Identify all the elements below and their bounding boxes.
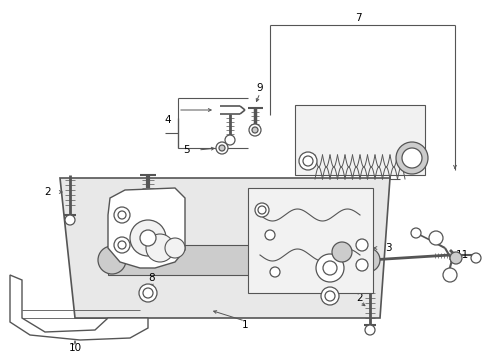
Circle shape (130, 220, 165, 256)
Circle shape (395, 142, 427, 174)
Circle shape (442, 268, 456, 282)
Circle shape (118, 241, 126, 249)
Polygon shape (108, 245, 369, 275)
Bar (247, 188, 372, 293)
Text: 1: 1 (241, 320, 248, 330)
Text: 6: 6 (326, 107, 333, 117)
Text: 2: 2 (44, 187, 51, 197)
Circle shape (355, 239, 367, 251)
Circle shape (146, 234, 174, 262)
Text: 2: 2 (356, 293, 363, 303)
Circle shape (224, 135, 235, 145)
Circle shape (219, 145, 224, 151)
Text: 11: 11 (454, 250, 468, 260)
Circle shape (325, 291, 334, 301)
Circle shape (114, 207, 130, 223)
Circle shape (364, 325, 374, 335)
Circle shape (315, 254, 343, 282)
Circle shape (114, 237, 130, 253)
Circle shape (320, 287, 338, 305)
Circle shape (323, 261, 336, 275)
Circle shape (216, 142, 227, 154)
Circle shape (254, 203, 268, 217)
Circle shape (140, 230, 156, 246)
Text: 9: 9 (256, 83, 263, 93)
Text: 8: 8 (326, 275, 333, 285)
Circle shape (142, 288, 153, 298)
Circle shape (258, 206, 265, 214)
Text: 5: 5 (183, 145, 189, 155)
Circle shape (98, 246, 126, 274)
Circle shape (65, 215, 75, 225)
Circle shape (248, 124, 261, 136)
Circle shape (264, 230, 274, 240)
Polygon shape (108, 188, 184, 268)
Circle shape (470, 253, 480, 263)
Circle shape (139, 284, 157, 302)
Polygon shape (60, 178, 389, 318)
Circle shape (410, 228, 420, 238)
Circle shape (355, 259, 367, 271)
Circle shape (401, 148, 421, 168)
Text: 10: 10 (68, 343, 81, 353)
Circle shape (449, 252, 461, 264)
Text: 7: 7 (354, 13, 361, 23)
Circle shape (269, 267, 280, 277)
Circle shape (355, 248, 379, 272)
Circle shape (303, 156, 312, 166)
Circle shape (164, 238, 184, 258)
Text: 8: 8 (148, 273, 155, 283)
Text: 4: 4 (164, 115, 171, 125)
Circle shape (428, 231, 442, 245)
Circle shape (331, 242, 351, 262)
Polygon shape (10, 275, 148, 340)
Text: 3: 3 (384, 243, 390, 253)
Circle shape (251, 127, 258, 133)
Circle shape (298, 152, 316, 170)
Circle shape (118, 211, 126, 219)
Bar (294, 105, 424, 175)
